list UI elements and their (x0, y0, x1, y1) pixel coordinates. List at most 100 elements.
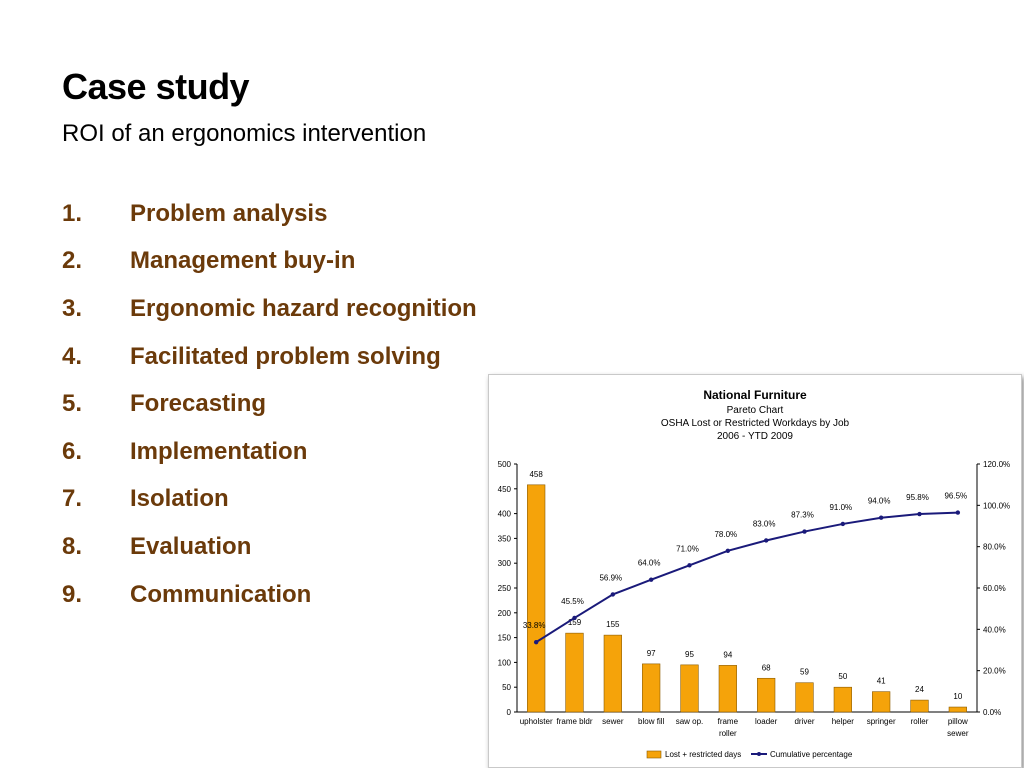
cumulative-point (648, 577, 654, 582)
chart-subtitle-line: 2006 - YTD 2009 (717, 431, 793, 442)
step-number: 8. (62, 532, 83, 560)
bar (910, 699, 929, 713)
bar-value-label: 94 (723, 650, 732, 659)
cumulative-point (725, 548, 731, 553)
step-item: 4. Facilitated problem solving (62, 333, 477, 381)
category-label: blow fill (638, 717, 664, 726)
bar-value-label: 458 (529, 470, 543, 479)
cumulative-label: 95.8% (906, 493, 929, 502)
y-tick-label: 50 (502, 683, 511, 692)
y-tick-label: 400 (498, 510, 512, 519)
category-label: frame bldr (556, 717, 592, 726)
bar-value-label: 97 (647, 649, 656, 658)
cumulative-line (535, 511, 958, 643)
cumulative-point (878, 515, 884, 520)
step-number: 1. (62, 199, 83, 227)
bar-value-label: 159 (568, 618, 582, 627)
bar (565, 632, 584, 713)
step-number: 7. (62, 485, 83, 513)
pareto-chart-svg: National Furniture Pareto Chart OSHA Los… (498, 388, 1011, 759)
bar-value-label: 155 (606, 620, 620, 629)
y-tick-label: 350 (498, 534, 512, 543)
y-tick-label: 0 (507, 708, 512, 717)
pareto-chart: National Furniture Pareto Chart OSHA Los… (488, 374, 1022, 768)
bar-value-label: 59 (800, 668, 809, 677)
cumulative-point (763, 538, 769, 543)
step-item: 6. Implementation (62, 428, 477, 476)
step-number: 4. (62, 342, 83, 370)
cumulative-point (802, 529, 807, 534)
category-label: frame (718, 717, 739, 726)
y-tick-label: 150 (498, 634, 512, 643)
y2-tick-label: 80.0% (983, 543, 1006, 552)
chart-title: National Furniture (703, 388, 807, 402)
cumulative-label: 56.9% (599, 573, 622, 582)
y-tick-label: 300 (498, 559, 512, 568)
y2-tick-label: 0.0% (983, 708, 1001, 717)
cumulative-label: 78.0% (714, 530, 737, 539)
step-label: Problem analysis (130, 199, 328, 227)
step-number: 9. (62, 580, 83, 608)
category-label: roller (719, 729, 737, 738)
step-item: 5. Forecasting (62, 380, 477, 428)
category-label: helper (832, 717, 855, 726)
cumulative-label: 71.0% (676, 544, 699, 553)
cumulative-label: 33.8% (523, 621, 546, 630)
legend-bar-swatch (646, 750, 662, 759)
step-number: 5. (62, 390, 83, 418)
cumulative-point (572, 615, 577, 621)
bar-value-label: 10 (953, 692, 962, 701)
slide-subtitle: ROI of an ergonomics intervention (62, 120, 427, 147)
category-label: springer (867, 717, 896, 726)
bar (872, 691, 891, 713)
y-tick-label: 450 (498, 485, 512, 494)
bar (948, 706, 967, 713)
y-tick-label: 200 (498, 609, 512, 618)
y2-tick-label: 120.0% (983, 460, 1010, 469)
step-number: 6. (62, 437, 83, 465)
bar-value-label: 41 (877, 677, 886, 686)
legend-line-marker (757, 752, 761, 756)
step-label: Facilitated problem solving (130, 342, 441, 370)
category-label: sewer (947, 729, 969, 738)
chart-subtitle-line: OSHA Lost or Restricted Workdays by Job (661, 418, 850, 429)
category-label: loader (755, 717, 778, 726)
step-label: Management buy-in (130, 247, 356, 275)
step-label: Forecasting (130, 390, 267, 418)
bar (603, 634, 622, 713)
category-label: saw op. (676, 717, 704, 726)
chart-subtitle-line: Pareto Chart (727, 405, 784, 416)
step-number: 3. (62, 294, 83, 322)
category-label: sewer (602, 717, 624, 726)
bar (642, 663, 661, 713)
bar (757, 677, 776, 713)
legend-line-label: Cumulative percentage (770, 750, 853, 759)
legend-bar-label: Lost + restricted days (665, 750, 741, 759)
bar-value-label: 95 (685, 650, 694, 659)
step-label: Implementation (130, 437, 308, 465)
bar (680, 664, 699, 713)
cumulative-label: 64.0% (638, 559, 661, 568)
y2-tick-label: 100.0% (983, 501, 1010, 510)
bar (718, 665, 737, 713)
steps-list: 1. Problem analysis 2. Management buy-in 3… (62, 190, 477, 618)
cumulative-label: 91.0% (829, 503, 852, 512)
cumulative-label: 94.0% (868, 497, 891, 506)
y2-tick-label: 20.0% (983, 667, 1006, 676)
y2-tick-label: 60.0% (983, 584, 1006, 593)
cumulative-point (955, 510, 961, 515)
bar (527, 484, 546, 713)
step-item: 1. Problem analysis (62, 190, 477, 238)
category-label: upholster (520, 717, 553, 726)
cumulative-point (533, 639, 539, 645)
step-item: 9. Communication (62, 571, 477, 619)
step-label: Isolation (130, 485, 229, 513)
y-tick-label: 500 (498, 460, 512, 469)
cumulative-label: 83.0% (753, 519, 776, 528)
slide-title: Case study (62, 66, 250, 107)
cumulative-point (687, 563, 692, 568)
step-number: 2. (62, 247, 83, 275)
step-label: Evaluation (130, 532, 252, 560)
category-label: roller (911, 717, 929, 726)
step-item: 7. Isolation (62, 476, 477, 524)
